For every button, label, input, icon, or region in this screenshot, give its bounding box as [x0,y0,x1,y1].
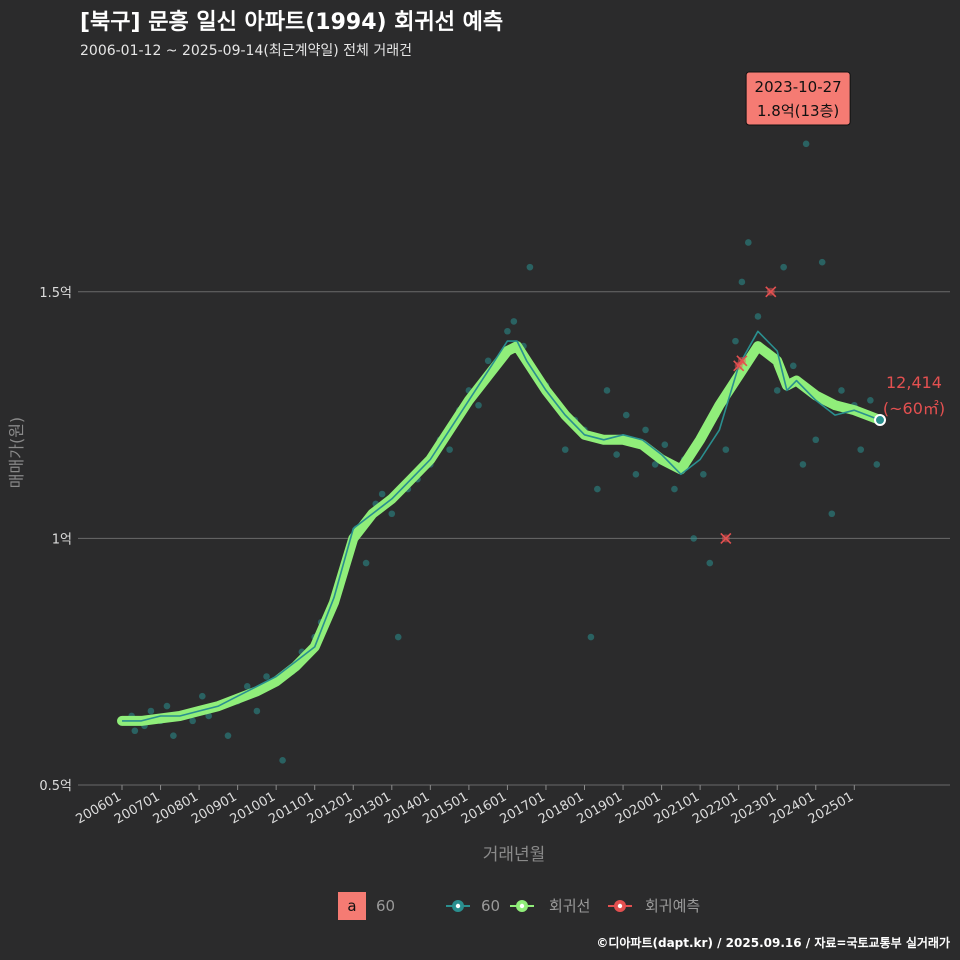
scatter-point [671,485,678,493]
prediction-cross [765,286,777,298]
legend-regression-dot-center [519,903,525,909]
max-callout: 2023-10-27 1.8억(13층) [745,71,851,126]
scatter-point [526,263,534,271]
callout-price: 1.8억(13층) [757,102,839,120]
scatter-point [661,441,669,448]
scatter-point [198,692,206,700]
scatter-point [651,461,659,468]
scatter-point [189,717,196,725]
scatter-point [475,401,482,409]
end-label-unit: (~60㎡) [883,399,945,418]
scatter-point [732,337,739,345]
scatter-point [243,683,251,690]
scatter-point [622,411,630,419]
scatter-point [818,258,826,266]
scatter-point [205,712,213,720]
scatter-point [706,559,714,567]
scatter-point [780,263,787,271]
scatter-point [789,362,797,370]
scatter-point [263,673,270,680]
y-axis-label: 매매가(원) [7,417,26,488]
legend-key-letter: a [347,897,356,915]
scatter-point [613,451,620,458]
legend: a 60 60 회귀선 회귀예측 [338,892,700,920]
scatter-point [378,490,386,498]
prediction-marker [736,355,748,367]
scatter-point [828,510,836,518]
legend-label: 60 [376,897,395,915]
scatter-point [700,470,707,478]
callout-date: 2023-10-27 [755,78,842,96]
scatter-point [867,397,874,404]
scatter-point [131,727,139,735]
scatter-point [484,357,492,365]
prediction-cross [736,355,748,367]
scatter-point [738,278,746,286]
chart-subtitle: 2006-01-12 ~ 2025-09-14(최근계약일) 전체 거래건 [80,43,412,59]
callout-box [745,71,851,126]
grid-lines [78,291,950,786]
scatter-point [587,633,595,641]
scatter-point [163,702,171,710]
scatter-point [147,707,155,715]
scatter-point [812,436,820,444]
scatter-point [594,485,601,493]
scatter-point [690,535,698,542]
scatter-point [279,757,286,764]
end-label-value: 12,414 [886,373,942,392]
legend-label: 60 [481,897,500,915]
scatter-point [745,239,752,246]
scatter-point [253,707,261,715]
scatter-points [121,140,881,764]
scatter-point [170,732,177,739]
series-lines [117,330,886,726]
prediction-markers [720,286,777,544]
scatter-point [802,140,810,148]
y-tick-label: 1.5억 [39,286,72,301]
footer-credit: ©디아파트(dapt.kr) / 2025.09.16 / 자료=국토교통부 실… [596,936,950,950]
series-end-point [874,414,886,427]
scatter-point [388,510,396,518]
scatter-point [446,446,453,453]
x-axis-label: 거래년월 [483,845,546,865]
chart-title: [북구] 문흥 일신 아파트(1994) 회귀선 예측 [80,10,504,35]
annotations: 2023-10-27 1.8억(13층) 12,414 (~60㎡) [745,71,945,418]
scatter-point [632,470,640,478]
scatter-point [642,426,649,434]
legend-prediction-dot-center [617,903,623,909]
legend-key-box [338,892,366,920]
scatter-point [362,559,370,567]
prediction-cross [720,532,732,544]
prediction-marker [720,532,732,544]
series-60-line [122,330,881,722]
y-tick-label: 1억 [52,532,72,547]
scatter-point [722,446,730,453]
legend-label: 회귀선 [549,897,590,915]
scatter-point [773,387,781,394]
legend-label: 회귀예측 [645,897,700,915]
scatter-point [603,387,611,394]
axes: 0.5억1억1.5억매매가(원)200601200701200801200901… [7,286,856,865]
y-tick-label: 0.5억 [39,779,72,794]
scatter-point [799,461,807,468]
scatter-point [224,732,232,739]
scatter-point [504,327,511,335]
regression-line [117,341,885,726]
prediction-marker [765,286,777,298]
scatter-point [873,461,881,468]
scatter-point [838,387,845,394]
legend-series-60-dot-center [455,903,461,909]
scatter-point [394,633,402,641]
scatter-point [754,313,762,320]
scatter-point [510,318,518,325]
scatter-point [561,446,569,453]
scatter-point [857,446,865,453]
